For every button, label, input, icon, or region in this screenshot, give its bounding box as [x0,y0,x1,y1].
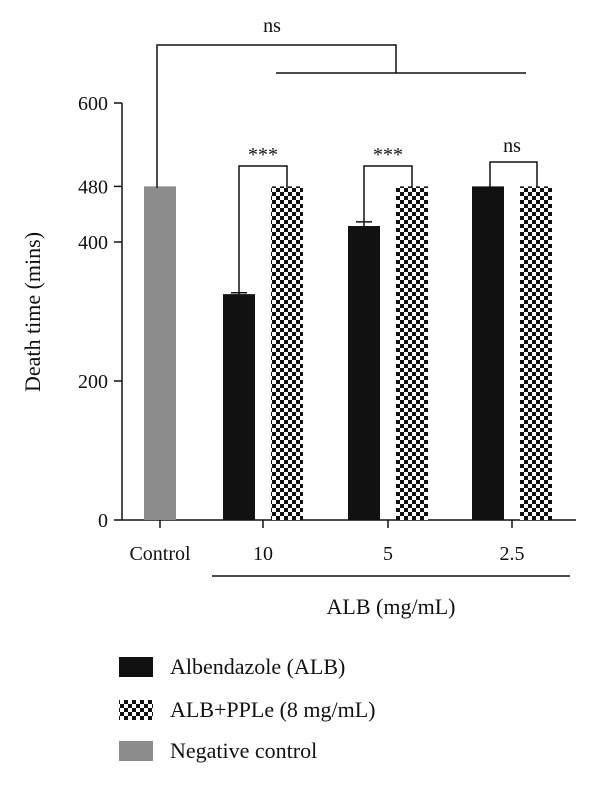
legend-swatch-negative-control [119,741,153,761]
significance-annotations: ns *** *** ns [156,15,538,294]
legend-swatch-alb-pple [119,700,153,720]
y-tick-label-480: 480 [78,176,108,198]
x-ticks: Control 10 5 2.5 [129,520,525,565]
legend-label-alb-pple: ALB+PPLe (8 mg/mL) [170,697,376,722]
sig-label-10: *** [248,144,278,166]
bar-alb-5 [348,226,380,520]
sig-label-2.5: ns [503,135,521,157]
sig-label-ns-control: ns [263,15,281,37]
y-tick-label-400: 400 [78,232,108,254]
x-tick-label-2.5: 2.5 [500,543,525,565]
bar-alb-10 [223,294,255,520]
bracket-5 [363,165,413,222]
y-tick-label-600: 600 [78,93,108,115]
legend-label-negative-control: Negative control [170,738,317,763]
x-tick-label-10: 10 [253,543,273,565]
sig-label-5: *** [373,144,403,166]
bar-alb-pple-10 [271,186,303,520]
y-tick-label-200: 200 [78,371,108,393]
legend-label-albendazole: Albendazole (ALB) [170,654,345,679]
legend: Albendazole (ALB) ALB+PPLe (8 mg/mL) Neg… [119,654,376,763]
x-tick-label-5: 5 [383,543,393,565]
bars [144,186,552,520]
bracket-control-vs-alb [156,44,397,188]
legend-swatch-albendazole [119,657,153,677]
bar-alb-pple-2.5 [520,186,552,520]
bar-control [144,186,176,520]
y-axis-title: Death time (mins) [20,232,45,392]
x-axis-title: ALB (mg/mL) [327,594,456,619]
y-ticks: 0 200 400 480 600 [78,93,122,532]
axes: 0 200 400 480 600 Control 10 5 2.5 Death time (… [20,93,576,619]
bracket-10 [238,165,288,294]
bracket-2.5 [489,161,538,188]
bar-alb-pple-5 [396,186,428,520]
x-tick-label-control: Control [129,543,191,565]
y-tick-label-0: 0 [98,510,108,532]
bar-alb-2.5 [472,186,504,520]
